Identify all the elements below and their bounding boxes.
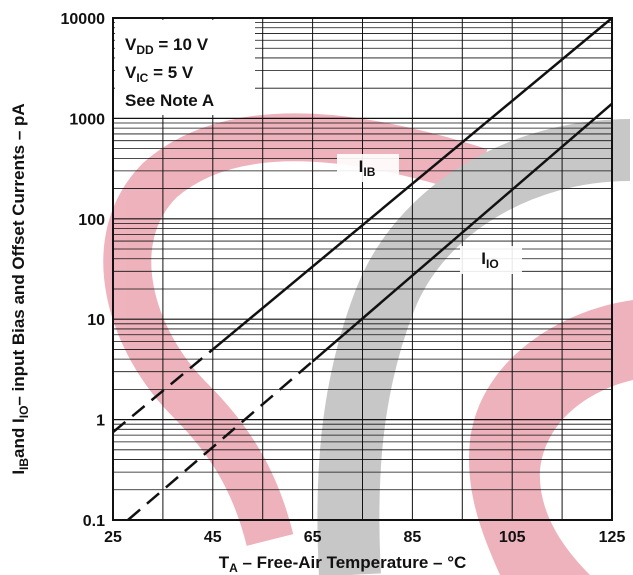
- text-part: I: [481, 249, 486, 268]
- text-part: and I: [9, 418, 28, 458]
- grid: [112, 17, 613, 521]
- x-tick-label: 85: [404, 529, 422, 546]
- series-label: IIO: [481, 249, 498, 271]
- condition: VDD = 10 V: [125, 35, 209, 57]
- x-tick-label: 45: [204, 529, 222, 546]
- y-tick-label: 1: [96, 413, 105, 430]
- text-part: V: [125, 35, 137, 54]
- plot-lines: [112, 17, 613, 521]
- y-axis-label: IIBand IIO– input Bias and Offset Curren…: [9, 103, 31, 474]
- condition: See Note A: [125, 91, 214, 110]
- text-part: I: [9, 470, 28, 475]
- text-part: T: [219, 553, 230, 572]
- watermark-red-arc: [103, 113, 488, 547]
- subscript: IC: [136, 71, 148, 85]
- series-line-segment: [311, 102, 613, 363]
- text-part: = 10 V: [154, 35, 209, 54]
- series-line-segment: [127, 360, 314, 521]
- series-label-bg: [460, 246, 522, 274]
- y-tick-label: 10: [87, 312, 105, 329]
- conditions-box: [115, 20, 255, 115]
- text-part: = 5 V: [148, 63, 194, 82]
- series-line-segment: [112, 348, 214, 434]
- plot-frame: [112, 17, 613, 521]
- y-tick-label: 1000: [69, 111, 105, 128]
- text-part: I: [359, 157, 364, 176]
- subscript: IO: [17, 406, 31, 419]
- y-tick-label: 10000: [61, 11, 106, 28]
- text-part: See Note A: [125, 91, 214, 110]
- subscript: DD: [136, 43, 154, 57]
- x-tick-label: 125: [599, 529, 626, 546]
- text-part: – Free-Air Temperature – °C: [238, 553, 467, 572]
- series-line-segment: [212, 17, 613, 351]
- subscript: IB: [363, 165, 375, 179]
- condition: VIC = 5 V: [125, 63, 194, 85]
- watermark-cutout: [539, 380, 633, 575]
- x-tick-label: 65: [304, 529, 322, 546]
- y-tick-label: 0.1: [83, 513, 105, 530]
- text-part: – input Bias and Offset Currents – pA: [9, 103, 28, 405]
- subscript: IO: [486, 257, 499, 271]
- series-label: IIB: [359, 157, 376, 179]
- subscript: A: [229, 561, 238, 575]
- series-label-bg: [337, 154, 399, 182]
- subscript: IB: [17, 458, 31, 470]
- text-part: V: [125, 63, 137, 82]
- x-tick-label: 25: [104, 529, 122, 546]
- x-axis-label: TA – Free-Air Temperature – °C: [219, 553, 467, 575]
- y-tick-label: 100: [78, 212, 105, 229]
- x-tick-label: 105: [499, 529, 526, 546]
